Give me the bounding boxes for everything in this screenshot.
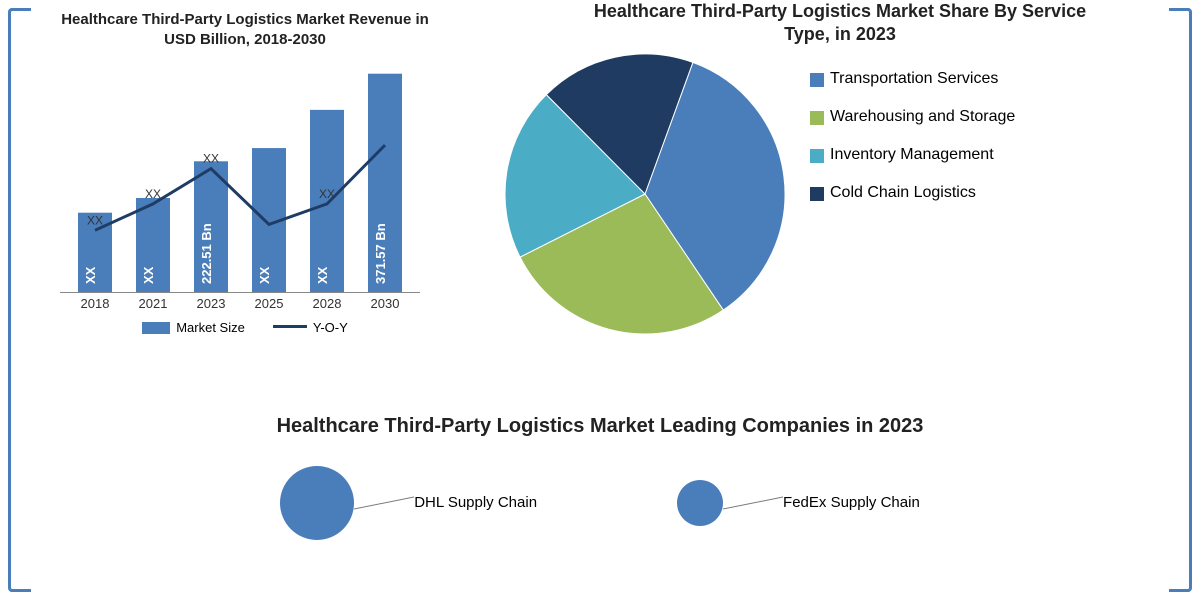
company-leader-line	[354, 493, 414, 513]
pie-legend-label: Warehousing and Storage	[830, 107, 1015, 127]
svg-text:XX: XX	[87, 213, 103, 227]
pie-legend-label: Inventory Management	[830, 145, 994, 165]
svg-text:XX: XX	[141, 266, 156, 284]
svg-text:2025: 2025	[255, 296, 284, 311]
pie-chart-region: Healthcare Third-Party Logistics Market …	[500, 0, 1180, 339]
legend-swatch-bar	[142, 322, 170, 334]
pie-legend-item: Cold Chain Logistics	[810, 183, 1015, 203]
svg-text:XX: XX	[145, 187, 161, 201]
pie-legend-swatch	[810, 149, 824, 163]
legend-item-yoy: Y-O-Y	[273, 320, 348, 335]
svg-text:2023: 2023	[197, 296, 226, 311]
company-bubble: FedEx Supply Chain	[677, 480, 920, 526]
svg-text:XX: XX	[319, 187, 335, 201]
bar-chart-legend: Market Size Y-O-Y	[60, 320, 430, 335]
companies-region: Healthcare Third-Party Logistics Market …	[60, 415, 1140, 540]
bar-chart-title: Healthcare Third-Party Logistics Market …	[60, 10, 430, 49]
svg-text:XX: XX	[203, 152, 219, 166]
svg-text:2030: 2030	[371, 296, 400, 311]
decorative-frame-right	[1188, 8, 1192, 592]
pie-legend-swatch	[810, 187, 824, 201]
bar-chart-region: Healthcare Third-Party Logistics Market …	[60, 10, 430, 335]
legend-item-market-size: Market Size	[142, 320, 245, 335]
legend-swatch-line	[273, 325, 307, 328]
svg-text:222.51 Bn: 222.51 Bn	[199, 223, 214, 284]
company-bubble-circle	[280, 466, 354, 540]
bar-chart-svg: 2018 XX 2021 XX 2023 222.51 Bn 2025 XX 2028 XX 203…	[60, 57, 420, 314]
pie-legend-label: Transportation Services	[830, 69, 998, 89]
legend-label-market-size: Market Size	[176, 320, 245, 335]
pie-legend-item: Transportation Services	[810, 69, 1015, 89]
svg-text:XX: XX	[83, 266, 98, 284]
pie-chart-title: Healthcare Third-Party Logistics Market …	[580, 0, 1100, 45]
svg-text:XX: XX	[315, 266, 330, 284]
pie-legend-item: Warehousing and Storage	[810, 107, 1015, 127]
pie-legend-swatch	[810, 73, 824, 87]
pie-legend-label: Cold Chain Logistics	[830, 183, 976, 203]
pie-chart-legend: Transportation Services Warehousing and S…	[810, 69, 1015, 203]
svg-text:2021: 2021	[139, 296, 168, 311]
pie-legend-item: Inventory Management	[810, 145, 1015, 165]
company-label: DHL Supply Chain	[414, 494, 537, 512]
company-bubble-circle	[677, 480, 723, 526]
svg-text:XX: XX	[257, 266, 272, 284]
decorative-frame-left	[8, 8, 12, 592]
companies-bubbles: DHL Supply Chain FedEx Supply Chain	[60, 466, 1140, 540]
pie-chart-svg	[500, 49, 790, 339]
company-label: FedEx Supply Chain	[783, 494, 920, 512]
legend-label-yoy: Y-O-Y	[313, 320, 348, 335]
svg-text:2028: 2028	[313, 296, 342, 311]
companies-title: Healthcare Third-Party Logistics Market …	[60, 415, 1140, 438]
company-bubble: DHL Supply Chain	[280, 466, 537, 540]
svg-text:371.57 Bn: 371.57 Bn	[373, 223, 388, 284]
company-leader-line	[723, 493, 783, 513]
pie-legend-swatch	[810, 111, 824, 125]
svg-text:2018: 2018	[81, 296, 110, 311]
